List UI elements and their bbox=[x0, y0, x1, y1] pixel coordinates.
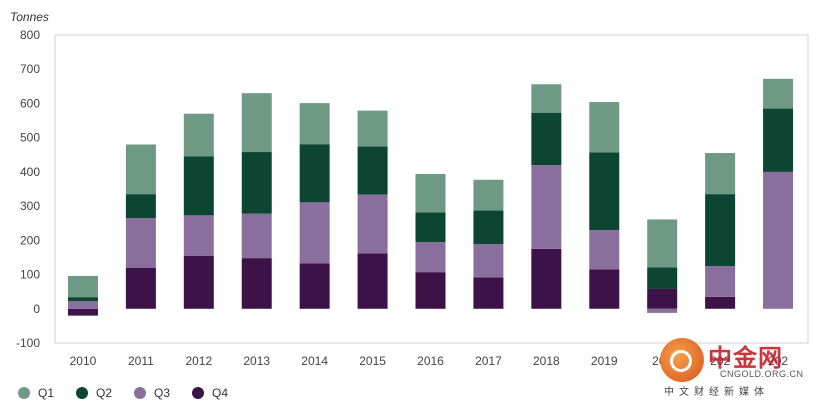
legend-label-q2: Q2 bbox=[96, 386, 113, 400]
x-tick-label: 2014 bbox=[301, 354, 328, 368]
legend-label-q3: Q3 bbox=[154, 386, 171, 400]
legend-item-q2[interactable]: Q2 bbox=[76, 386, 112, 400]
x-tick-label: 2015 bbox=[359, 354, 386, 368]
bar-q3-2022[interactable] bbox=[763, 171, 794, 309]
bar-q2-2013[interactable] bbox=[241, 152, 272, 214]
y-tick-label: 0 bbox=[33, 302, 40, 316]
legend: Q1 Q2 Q3 Q4 bbox=[18, 386, 250, 400]
bar-q3-2018[interactable] bbox=[531, 165, 562, 249]
bar-q1-2016[interactable] bbox=[415, 173, 446, 213]
legend-label-q1: Q1 bbox=[38, 386, 55, 400]
bar-q4-2016[interactable] bbox=[415, 272, 446, 309]
bar-q4-2012[interactable] bbox=[183, 255, 214, 309]
watermark-coin-ring bbox=[670, 350, 692, 372]
bar-q4-2010[interactable] bbox=[67, 308, 98, 316]
bar-q3-2021[interactable] bbox=[705, 266, 736, 297]
y-tick-label: 800 bbox=[20, 28, 40, 42]
legend-swatch-q1 bbox=[18, 387, 30, 399]
bar-q3-2014[interactable] bbox=[299, 202, 330, 264]
y-tick-label: 400 bbox=[20, 165, 40, 179]
bar-q3-2015[interactable] bbox=[357, 194, 388, 254]
y-tick-label: 100 bbox=[20, 268, 40, 282]
y-tick-label: 300 bbox=[20, 199, 40, 213]
legend-item-q1[interactable]: Q1 bbox=[18, 386, 54, 400]
bar-q2-2015[interactable] bbox=[357, 146, 388, 195]
legend-label-q4: Q4 bbox=[212, 386, 229, 400]
watermark-title: 中金网 bbox=[708, 344, 783, 372]
bar-q1-2017[interactable] bbox=[473, 179, 504, 211]
legend-swatch-q3 bbox=[134, 387, 147, 399]
bar-q1-2022[interactable] bbox=[763, 78, 794, 109]
bar-q3-2013[interactable] bbox=[241, 213, 272, 259]
bar-q4-2019[interactable] bbox=[589, 269, 620, 309]
bar-q2-2019[interactable] bbox=[589, 152, 620, 231]
bar-q4-2020[interactable] bbox=[647, 288, 678, 309]
watermark-coin-icon bbox=[660, 338, 704, 382]
bar-q2-2020[interactable] bbox=[647, 267, 678, 289]
bar-q1-2019[interactable] bbox=[589, 102, 620, 153]
bar-q2-2014[interactable] bbox=[299, 144, 330, 203]
x-tick-label: 202 bbox=[710, 354, 730, 368]
bar-q1-2020[interactable] bbox=[647, 219, 678, 268]
bar-q4-2017[interactable] bbox=[473, 277, 504, 309]
bar-q3-2012[interactable] bbox=[183, 215, 214, 256]
bar-q4-2013[interactable] bbox=[241, 258, 272, 309]
bar-q2-2010[interactable] bbox=[67, 297, 98, 302]
bar-q4-2021[interactable] bbox=[705, 296, 736, 309]
bar-q3-2011[interactable] bbox=[125, 218, 156, 268]
bar-q1-2018[interactable] bbox=[531, 84, 562, 113]
legend-swatch-q4 bbox=[192, 387, 205, 399]
legend-swatch-q2 bbox=[76, 387, 89, 399]
watermark-domain: CNGOLD.ORG.CN bbox=[720, 369, 804, 379]
x-tick-label: 2011 bbox=[128, 354, 154, 368]
bar-q4-2014[interactable] bbox=[299, 263, 330, 309]
bar-q1-2012[interactable] bbox=[183, 113, 214, 157]
bar-q2-2021[interactable] bbox=[705, 194, 736, 266]
x-tick-label: 2010 bbox=[70, 354, 97, 368]
bar-q2-2018[interactable] bbox=[531, 112, 562, 166]
y-tick-label: 500 bbox=[20, 131, 40, 145]
bar-q1-2015[interactable] bbox=[357, 110, 388, 147]
bar-q2-2016[interactable] bbox=[415, 212, 446, 243]
x-tick-label: 2017 bbox=[475, 354, 502, 368]
plot-area-border bbox=[54, 34, 809, 344]
bar-q1-2010[interactable] bbox=[67, 275, 98, 298]
x-tick-label: 202 bbox=[768, 354, 788, 368]
bar-q4-2018[interactable] bbox=[531, 248, 562, 309]
bar-q4-2015[interactable] bbox=[357, 253, 388, 309]
bar-q1-2013[interactable] bbox=[241, 93, 272, 153]
y-tick-label: 200 bbox=[20, 233, 40, 247]
bar-q3-2016[interactable] bbox=[415, 242, 446, 273]
watermark-logo: 中金网 CNGOLD.ORG.CN 中文财经新媒体 bbox=[660, 336, 810, 398]
bar-q2-2012[interactable] bbox=[183, 156, 214, 216]
y-axis-label: Tonnes bbox=[10, 10, 49, 24]
bar-q3-2017[interactable] bbox=[473, 244, 504, 278]
bar-q3-2020[interactable] bbox=[647, 308, 678, 313]
y-tick-label: 600 bbox=[20, 96, 40, 110]
y-tick-label: -100 bbox=[16, 336, 40, 350]
bar-q1-2011[interactable] bbox=[125, 144, 156, 195]
x-tick-label: 2016 bbox=[417, 354, 444, 368]
bar-q1-2014[interactable] bbox=[299, 103, 330, 145]
bar-q2-2011[interactable] bbox=[125, 194, 156, 219]
bar-q3-2010[interactable] bbox=[67, 301, 98, 309]
legend-item-q3[interactable]: Q3 bbox=[134, 386, 170, 400]
x-tick-label: 2012 bbox=[185, 354, 212, 368]
bar-q4-2011[interactable] bbox=[125, 267, 156, 309]
x-tick-label: 2018 bbox=[533, 354, 560, 368]
watermark-subtitle: 中文财经新媒体 bbox=[664, 387, 769, 398]
bar-q3-2019[interactable] bbox=[589, 230, 620, 270]
y-tick-label: 700 bbox=[20, 62, 40, 76]
bar-q2-2022[interactable] bbox=[763, 108, 794, 172]
x-tick-label: 2013 bbox=[243, 354, 270, 368]
legend-item-q4[interactable]: Q4 bbox=[192, 386, 228, 400]
x-tick-label: 2019 bbox=[591, 354, 618, 368]
bar-q2-2017[interactable] bbox=[473, 210, 504, 245]
bar-q1-2021[interactable] bbox=[705, 153, 736, 195]
